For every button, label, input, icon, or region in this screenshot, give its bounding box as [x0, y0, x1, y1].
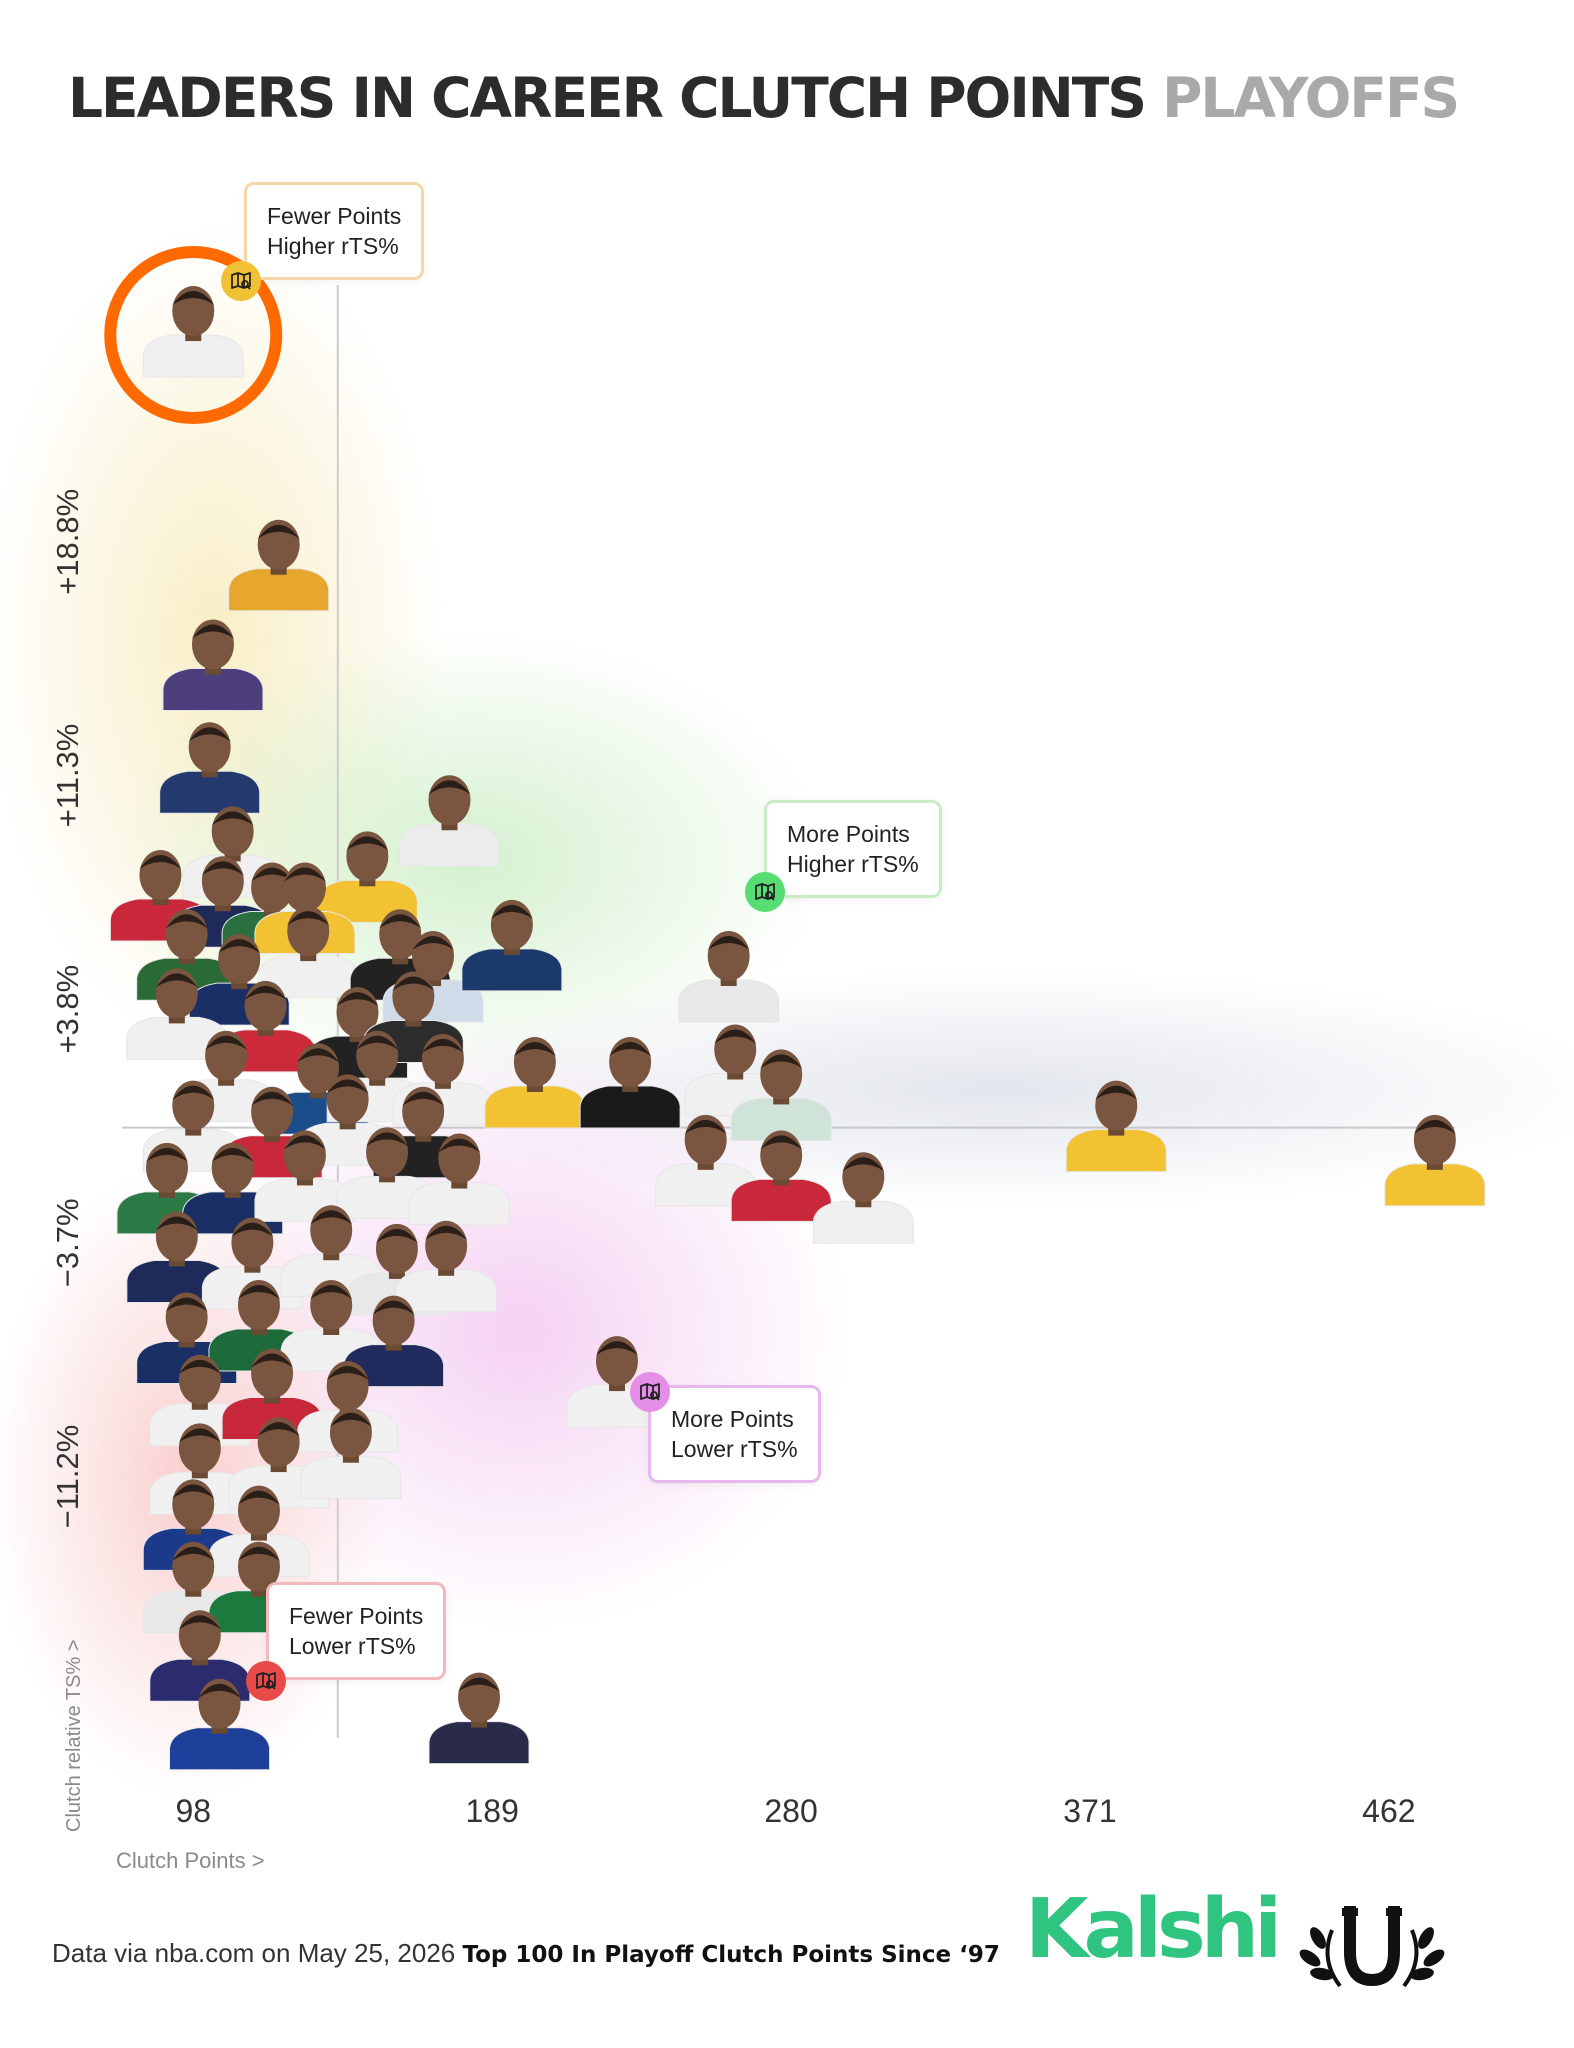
kalshi-logo: Kalshi — [1025, 1882, 1282, 1977]
highlight-ring — [104, 246, 283, 425]
quadrant-line1: Fewer Points — [267, 203, 402, 229]
player-point — [208, 1541, 310, 1634]
y-tick-label: +11.3% — [50, 724, 85, 828]
quadrant-line1: More Points — [671, 1406, 794, 1432]
x-tick-label: 189 — [465, 1793, 518, 1829]
quadrant-label-bottom-left: Fewer Points Lower rTS% — [266, 1582, 447, 1680]
x-tick-label: 98 — [175, 1793, 211, 1829]
y-tick-label: −3.7% — [50, 1198, 85, 1287]
title-main: LEADERS IN CAREER CLUTCH POINTS — [68, 66, 1147, 130]
title-sub: PLAYOFFS — [1162, 66, 1460, 130]
quadrant-label-top-right: More Points Higher rTS% — [764, 800, 942, 898]
x-axis-ticks: 98 189 280 371 462 — [175, 1793, 1415, 1829]
y-tick-label: −11.2% — [50, 1425, 85, 1529]
player-point — [228, 519, 330, 612]
quadrant-line1: Fewer Points — [289, 1603, 424, 1629]
quadrant-line2: Lower rTS% — [671, 1436, 798, 1462]
player-point — [655, 1114, 757, 1207]
player-point — [461, 899, 563, 992]
player-point — [257, 906, 359, 998]
quadrant-line2: Higher rTS% — [787, 851, 919, 877]
x-tick-label: 371 — [1063, 1793, 1116, 1829]
map-search-icon — [246, 1661, 286, 1701]
player-point — [566, 1336, 668, 1428]
y-tick-label: +3.8% — [50, 965, 85, 1054]
footer-source: Data via nba.com on May 25, 2026 Top 100… — [52, 1938, 1000, 1969]
quadrant-label-top-left: Fewer Points Higher rTS% — [244, 182, 425, 280]
player-point — [730, 1049, 832, 1141]
x-axis-label: Clutch Points > — [116, 1848, 265, 1873]
player-points — [109, 286, 1486, 1771]
y-tick-label: +18.8% — [50, 489, 85, 595]
quadrant-label-bottom-right: More Points Lower rTS% — [648, 1385, 821, 1483]
footer-description: Top 100 In Playoff Clutch Points Since ‘… — [462, 1942, 1000, 1968]
player-point — [678, 931, 780, 1023]
player-point — [812, 1152, 914, 1244]
map-search-icon — [221, 261, 261, 301]
map-search-icon — [745, 872, 785, 912]
footer-source-text: Data via nba.com on May 25, 2026 — [52, 1938, 456, 1968]
player-point — [398, 775, 500, 867]
quadrant-line1: More Points — [787, 821, 910, 847]
player-point — [162, 619, 264, 711]
player-point — [169, 1678, 271, 1771]
y-axis-ticks: +18.8% +11.3% +3.8% −3.7% −11.2% — [50, 489, 85, 1529]
chart-title: LEADERS IN CAREER CLUTCH POINTS PLAYOFFS — [68, 66, 1460, 130]
player-point — [126, 1211, 228, 1303]
player-point — [343, 1295, 445, 1388]
laurel-u-logo — [1299, 1906, 1445, 1988]
player-point — [579, 1036, 681, 1129]
player-point — [142, 286, 244, 378]
player-point — [484, 1036, 586, 1129]
quadrant-line2: Lower rTS% — [289, 1633, 416, 1659]
quadrant-line2: Higher rTS% — [267, 233, 399, 259]
y-axis-label: Clutch relative TS% > — [63, 1640, 85, 1833]
x-tick-label: 280 — [764, 1793, 817, 1829]
player-point — [159, 722, 261, 814]
player-point — [408, 1133, 510, 1226]
x-tick-label: 462 — [1362, 1793, 1415, 1829]
player-point — [730, 1130, 832, 1222]
player-point — [1384, 1114, 1486, 1207]
player-point — [1065, 1080, 1167, 1173]
player-point — [300, 1407, 402, 1500]
player-point — [428, 1672, 530, 1765]
player-point — [395, 1220, 497, 1313]
map-search-icon — [630, 1372, 670, 1412]
